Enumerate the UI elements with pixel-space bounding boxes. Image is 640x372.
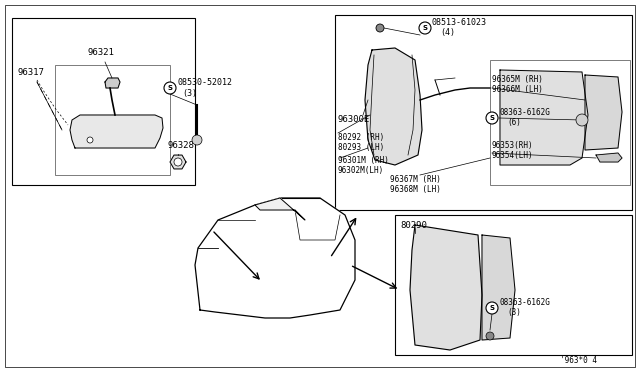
Text: S: S bbox=[490, 115, 495, 121]
Polygon shape bbox=[596, 153, 622, 162]
Circle shape bbox=[192, 135, 202, 145]
Polygon shape bbox=[410, 225, 482, 350]
Polygon shape bbox=[70, 115, 163, 148]
Text: 96301M (RH): 96301M (RH) bbox=[338, 156, 389, 165]
Text: 96321: 96321 bbox=[88, 48, 115, 57]
Text: (4): (4) bbox=[440, 28, 455, 37]
Circle shape bbox=[576, 114, 588, 126]
Text: 80293 (LH): 80293 (LH) bbox=[338, 143, 384, 152]
Circle shape bbox=[164, 82, 176, 94]
Text: 96366M (LH): 96366M (LH) bbox=[492, 85, 543, 94]
Circle shape bbox=[87, 137, 93, 143]
Text: 08363-6162G: 08363-6162G bbox=[499, 108, 550, 117]
Text: (3): (3) bbox=[507, 308, 521, 317]
Text: 08530-52012: 08530-52012 bbox=[178, 78, 233, 87]
Text: 96317: 96317 bbox=[18, 68, 45, 77]
Text: 08363-6162G: 08363-6162G bbox=[499, 298, 550, 307]
Text: (6): (6) bbox=[507, 118, 521, 127]
Text: S: S bbox=[422, 25, 428, 31]
Bar bbox=[490, 60, 630, 185]
Bar bbox=[55, 65, 170, 175]
Polygon shape bbox=[500, 70, 588, 165]
Bar bbox=[395, 215, 632, 355]
Text: 96300E: 96300E bbox=[338, 115, 371, 124]
Text: (3): (3) bbox=[182, 89, 197, 98]
Polygon shape bbox=[482, 235, 515, 340]
Polygon shape bbox=[365, 48, 422, 165]
Circle shape bbox=[376, 24, 384, 32]
Text: 96353(RH): 96353(RH) bbox=[492, 141, 534, 150]
Text: S: S bbox=[168, 85, 173, 91]
Bar bbox=[12, 18, 195, 185]
Text: 96328: 96328 bbox=[168, 141, 195, 150]
Polygon shape bbox=[195, 198, 355, 318]
Text: 80292 (RH): 80292 (RH) bbox=[338, 133, 384, 142]
Polygon shape bbox=[585, 75, 622, 150]
Circle shape bbox=[486, 302, 498, 314]
Text: 08513-61023: 08513-61023 bbox=[432, 18, 487, 27]
Circle shape bbox=[486, 112, 498, 124]
Text: 96368M (LH): 96368M (LH) bbox=[390, 185, 441, 194]
Circle shape bbox=[486, 332, 494, 340]
Text: '963*0 4: '963*0 4 bbox=[560, 356, 597, 365]
Circle shape bbox=[174, 158, 182, 166]
Polygon shape bbox=[170, 155, 186, 169]
Circle shape bbox=[419, 22, 431, 34]
Text: S: S bbox=[490, 305, 495, 311]
Bar bbox=[335, 15, 632, 210]
Text: 96367M (RH): 96367M (RH) bbox=[390, 175, 441, 184]
Text: 96302M(LH): 96302M(LH) bbox=[338, 166, 384, 175]
Text: 96365M (RH): 96365M (RH) bbox=[492, 75, 543, 84]
Polygon shape bbox=[105, 78, 120, 88]
Text: 96354(LH): 96354(LH) bbox=[492, 151, 534, 160]
Text: 80290: 80290 bbox=[400, 221, 427, 230]
Polygon shape bbox=[255, 198, 305, 220]
